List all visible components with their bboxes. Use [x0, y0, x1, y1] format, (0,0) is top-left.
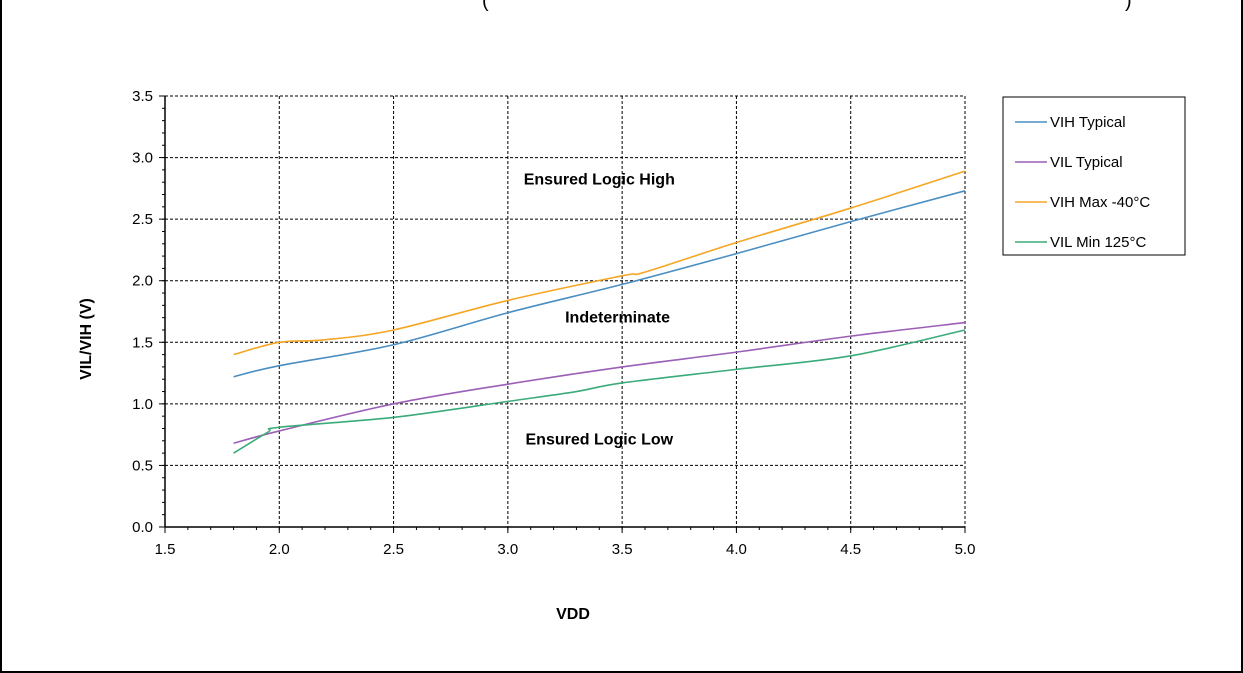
y-tick-label: 3.0 — [132, 150, 153, 167]
y-tick-labels: 0.0 0.5 1.0 1.5 2.0 2.5 3.0 3.5 — [132, 88, 153, 536]
x-tick-label: 5.0 — [955, 541, 976, 558]
title-open-paren: ( — [482, 0, 489, 12]
x-tick-label: 4.0 — [726, 541, 747, 558]
x-tick-label: 4.5 — [840, 541, 861, 558]
y-tick-label: 1.0 — [132, 396, 153, 413]
y-tick-label: 1.5 — [132, 334, 153, 351]
x-tick-label: 2.5 — [383, 541, 404, 558]
figure-title-strip: ( ) — [0, 0, 1243, 16]
x-tick-label: 1.5 — [155, 541, 176, 558]
legend-label-0: VIH Typical — [1050, 114, 1126, 131]
legend-box — [1002, 96, 1186, 256]
legend: VIH Typical VIL Typical VIH Max -40°C VIL M… — [1002, 96, 1186, 256]
y-tick-label: 0.0 — [132, 519, 153, 536]
annotation-0: Ensured Logic High — [524, 172, 675, 189]
y-tick-label: 0.5 — [132, 457, 153, 474]
grid-lines — [165, 95, 966, 527]
series-line-3 — [233, 329, 966, 454]
legend-label-3: VIL Min 125°C — [1050, 234, 1146, 251]
title-close-paren: ) — [1125, 0, 1132, 12]
series-line-2 — [233, 170, 966, 356]
x-tick-label: 3.0 — [497, 541, 518, 558]
y-tick-label: 2.0 — [132, 273, 153, 290]
y-tick-label: 3.5 — [132, 88, 153, 105]
x-axis-label: VDD — [556, 606, 590, 623]
y-axis-label: VIL/VIH (V) — [78, 298, 95, 380]
legend-label-1: VIL Typical — [1050, 154, 1123, 171]
annotation-2: Ensured Logic Low — [526, 431, 674, 448]
series-line-1 — [233, 321, 966, 445]
series-line-0 — [233, 190, 966, 378]
region-annotations: Ensured Logic High Indeterminate Ensured L… — [524, 172, 675, 449]
y-tick-label: 2.5 — [132, 211, 153, 228]
axes — [164, 96, 965, 528]
annotation-1: Indeterminate — [565, 310, 670, 327]
x-tick-labels: 1.5 2.0 2.5 3.0 3.5 4.0 4.5 5.0 — [155, 541, 976, 558]
x-tick-label: 3.5 — [612, 541, 633, 558]
legend-label-2: VIH Max -40°C — [1050, 194, 1150, 211]
x-tick-label: 2.0 — [269, 541, 290, 558]
series-lines — [233, 170, 966, 454]
tick-marks — [159, 95, 966, 533]
